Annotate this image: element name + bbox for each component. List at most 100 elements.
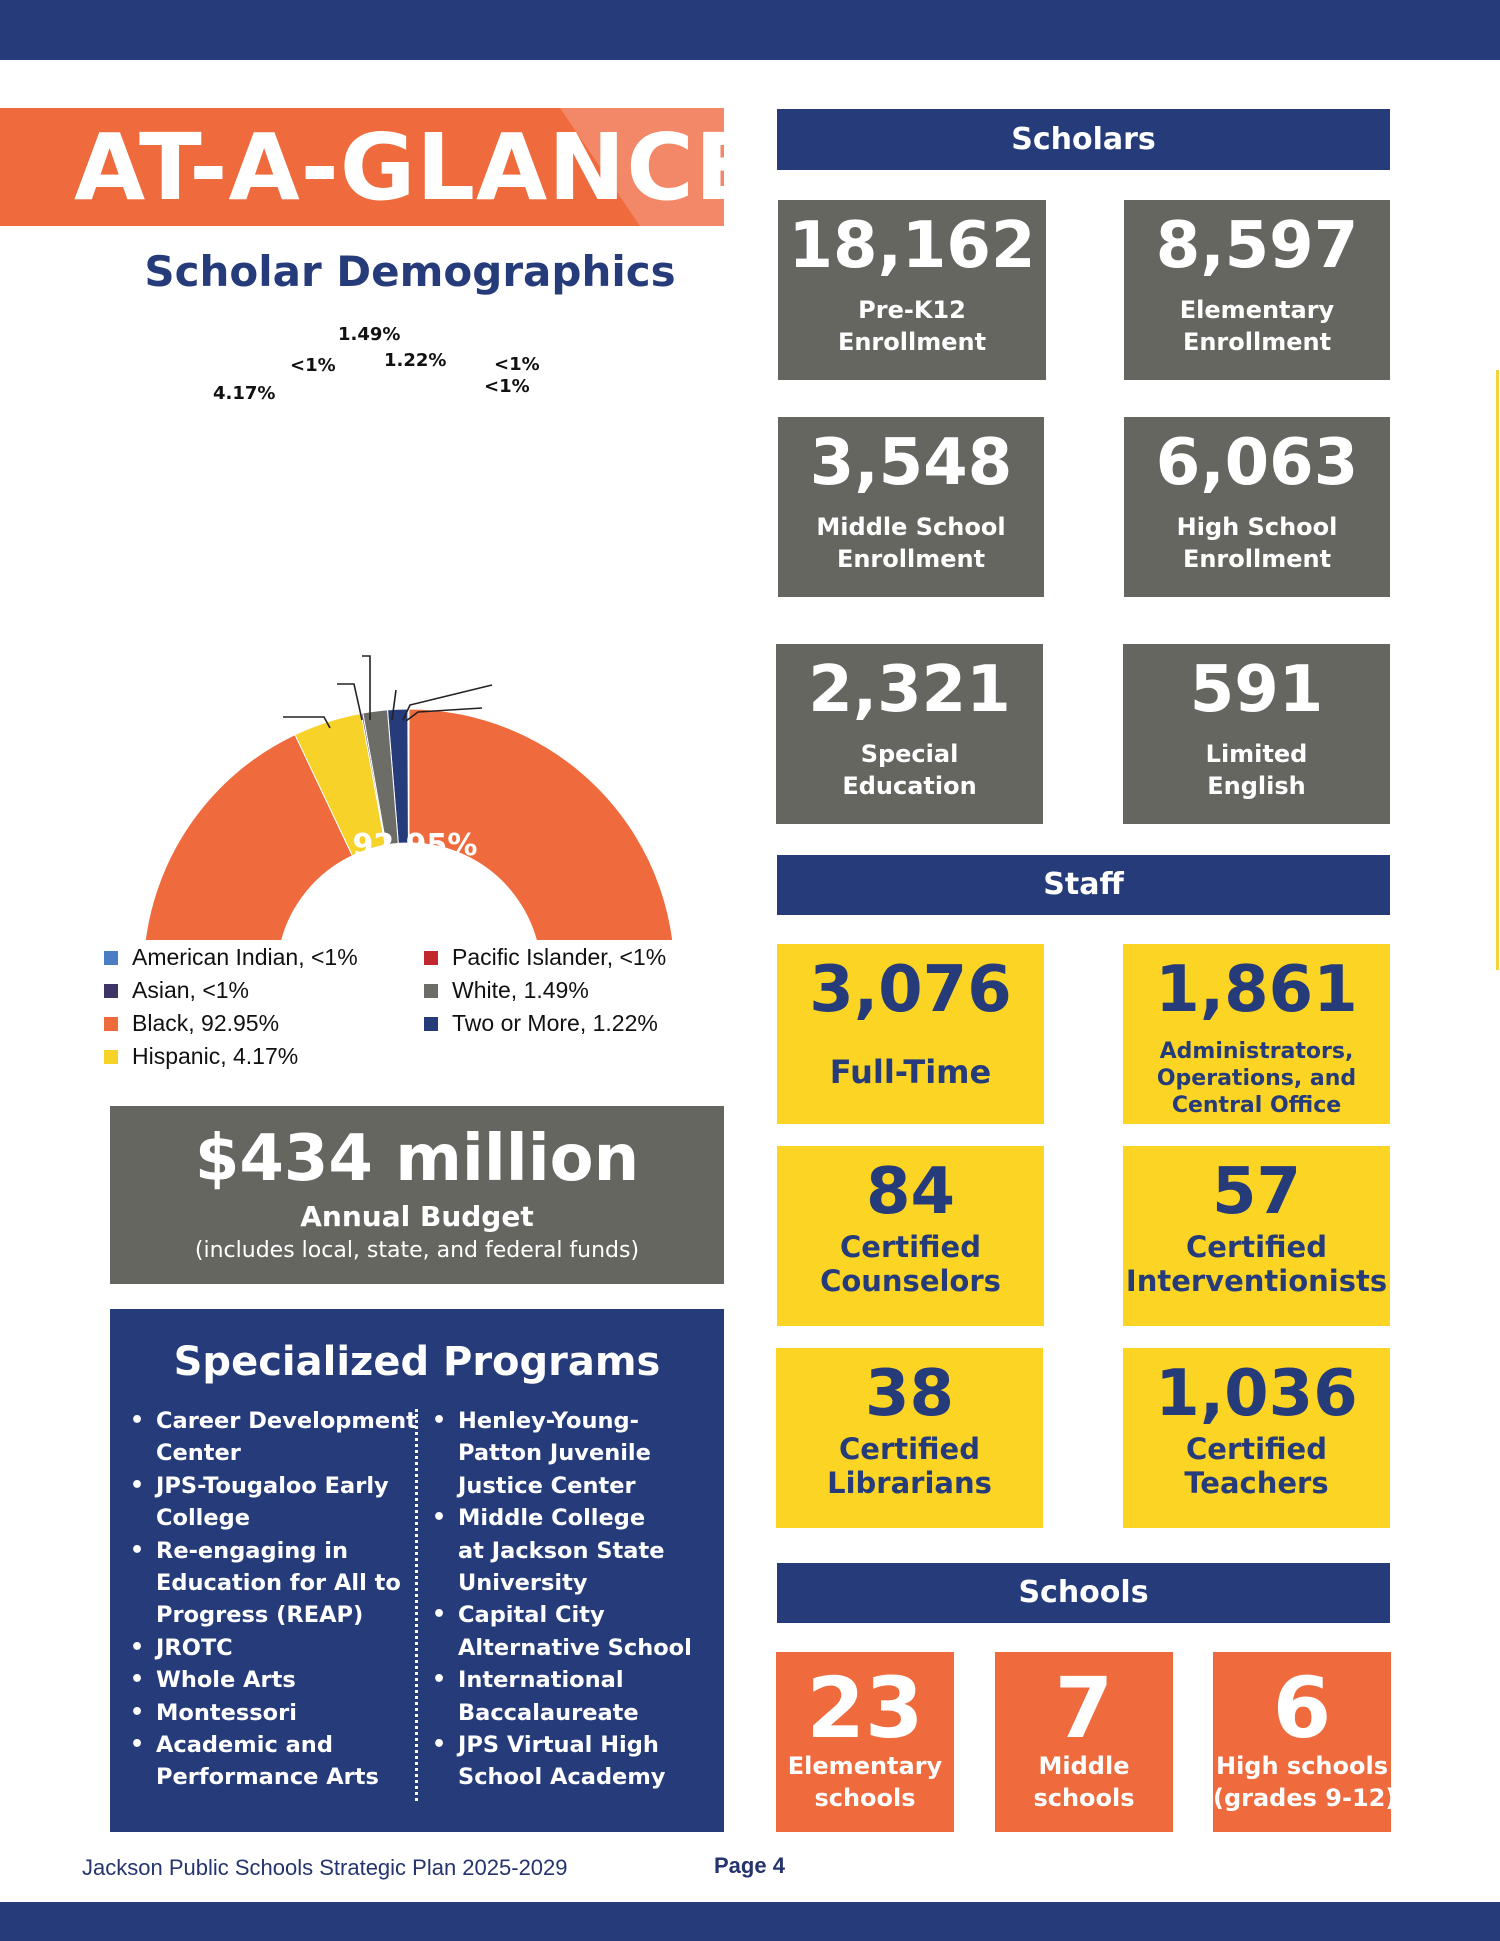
stat-value: 1,861 (1155, 953, 1358, 1027)
stat-tile-limited-english: 591 Limited English (1123, 644, 1390, 824)
legend-item: Hispanic, 4.17% (104, 1043, 298, 1070)
legend-item: Black, 92.95% (104, 1010, 279, 1037)
stat-value: 3,076 (809, 953, 1012, 1027)
legend-label: Hispanic, 4.17% (132, 1043, 299, 1069)
callout-hispanic: 4.17% (213, 383, 276, 404)
stat-value: 591 (1189, 653, 1324, 727)
donut-slice-white (362, 709, 399, 846)
legend-label: Asian, <1% (132, 977, 249, 1003)
legend-swatch (104, 950, 118, 965)
stat-value: 38 (864, 1357, 955, 1431)
stat-label: High School Enrollment (1176, 513, 1338, 573)
legend-swatch (424, 983, 438, 998)
legend-label: Pacific Islander, <1% (452, 944, 667, 970)
stat-value: 2,321 (808, 653, 1011, 727)
footer-document-title: Jackson Public Schools Strategic Plan 20… (82, 1855, 568, 1880)
legend-label: White, 1.49% (452, 977, 589, 1003)
legend-swatch (104, 1049, 118, 1064)
footer-page-number: Page 4 (714, 1853, 785, 1878)
banner-sheen (560, 108, 724, 226)
legend-item: White, 1.49% (424, 977, 589, 1004)
stat-tile-high: 6,063 High School Enrollment (1124, 417, 1390, 597)
staff-heading: Staff (777, 855, 1390, 915)
stat-value: 57 (1211, 1155, 1302, 1229)
donut-center-label: 92.95% (352, 828, 478, 863)
demographics-chart (0, 320, 740, 940)
legend-item: Two or More, 1.22% (424, 1010, 658, 1037)
bottom-color-bar (0, 1902, 1500, 1941)
stat-tile-administrators: 1,861 Administrators, Operations, and Cent… (1123, 944, 1390, 1124)
stat-value: 3,548 (809, 426, 1013, 500)
program-item: Whole Arts (130, 1664, 420, 1697)
stat-tile-librarians: 38 Certified Librarians (776, 1348, 1043, 1528)
stat-label: Limited English (1205, 740, 1308, 800)
budget-note: (includes local, state, and federal fund… (194, 1238, 640, 1263)
stat-label: Certified Teachers (1184, 1432, 1329, 1500)
budget-box: $434 million Annual Budget (includes loc… (110, 1106, 724, 1284)
leader-pacific-islander (405, 707, 483, 722)
stat-label: Middle schools (1033, 1752, 1135, 1812)
stat-value: 23 (806, 1659, 924, 1757)
program-item: Montessori (130, 1697, 420, 1730)
leader-two-or-more (391, 689, 397, 721)
callout-white: 1.49% (338, 324, 401, 345)
stat-label: Administrators, Operations, and Central Of… (1156, 1039, 1357, 1118)
leader-hispanic (283, 716, 331, 729)
stat-value: 8,597 (1155, 209, 1359, 283)
top-color-bar (0, 0, 1500, 60)
stat-tile-prek12: 18,162 Pre-K12 Enrollment (778, 200, 1046, 380)
leader-white (362, 655, 371, 720)
stat-label: Full-Time (829, 1053, 992, 1091)
stat-tile-special-ed: 2,321 Special Education (776, 644, 1043, 824)
budget-amount: $434 million (194, 1122, 640, 1196)
stat-value: 84 (865, 1155, 956, 1229)
stat-value: 18,162 (788, 209, 1036, 283)
stat-tile-interventionists: 57 Certified Interventionists (1123, 1146, 1390, 1326)
leader-american-indian (402, 684, 493, 721)
legend-swatch (104, 983, 118, 998)
stat-label: Certified Interventionists (1125, 1230, 1388, 1298)
legend-swatch (104, 1016, 118, 1031)
stat-tile-full-time: 3,076 Full-Time (777, 944, 1044, 1124)
stat-value: 7 (1054, 1659, 1114, 1757)
schools-heading: Schools (777, 1563, 1390, 1623)
title-banner: AT-A-GLANCE (0, 108, 724, 226)
legend-swatch (424, 1016, 438, 1031)
stat-tile-teachers: 1,036 Certified Teachers (1123, 1348, 1390, 1528)
stat-value: 1,036 (1155, 1357, 1358, 1431)
legend-swatch (424, 950, 438, 965)
donut-svg (144, 655, 674, 940)
callout-asian: <1% (290, 355, 336, 376)
stat-label: Elementary Enrollment (1179, 296, 1335, 356)
programs-title: Specialized Programs (173, 1339, 661, 1385)
callout-two-or-more: 1.22% (384, 350, 447, 371)
leader-asian (337, 683, 363, 721)
legend-label: Black, 92.95% (132, 1010, 280, 1036)
stat-tile-counselors: 84 Certified Counselors (777, 1146, 1044, 1326)
legend-item: Asian, <1% (104, 977, 249, 1004)
stat-tile-middle-schools: 7 Middle schools (995, 1652, 1173, 1832)
callout-american-indian: <1% (494, 354, 540, 375)
stat-label: High schools (grades 9-12) (1213, 1752, 1397, 1812)
stat-label: Pre-K12 Enrollment (837, 296, 987, 356)
stat-tile-high-schools: 6 High schools (grades 9-12) (1213, 1652, 1397, 1832)
legend-label: American Indian, <1% (132, 944, 358, 970)
legend-label: Two or More, 1.22% (452, 1010, 658, 1036)
stat-label: Middle School Enrollment (816, 513, 1006, 573)
stat-label: Certified Librarians (827, 1432, 992, 1500)
program-item: JROTC (130, 1632, 420, 1665)
scholars-heading: Scholars (777, 109, 1390, 170)
stat-value: 6 (1272, 1659, 1332, 1757)
edge-accent-line (1496, 370, 1499, 970)
demographics-title: Scholar Demographics (144, 247, 676, 296)
legend-item: American Indian, <1% (104, 944, 358, 971)
